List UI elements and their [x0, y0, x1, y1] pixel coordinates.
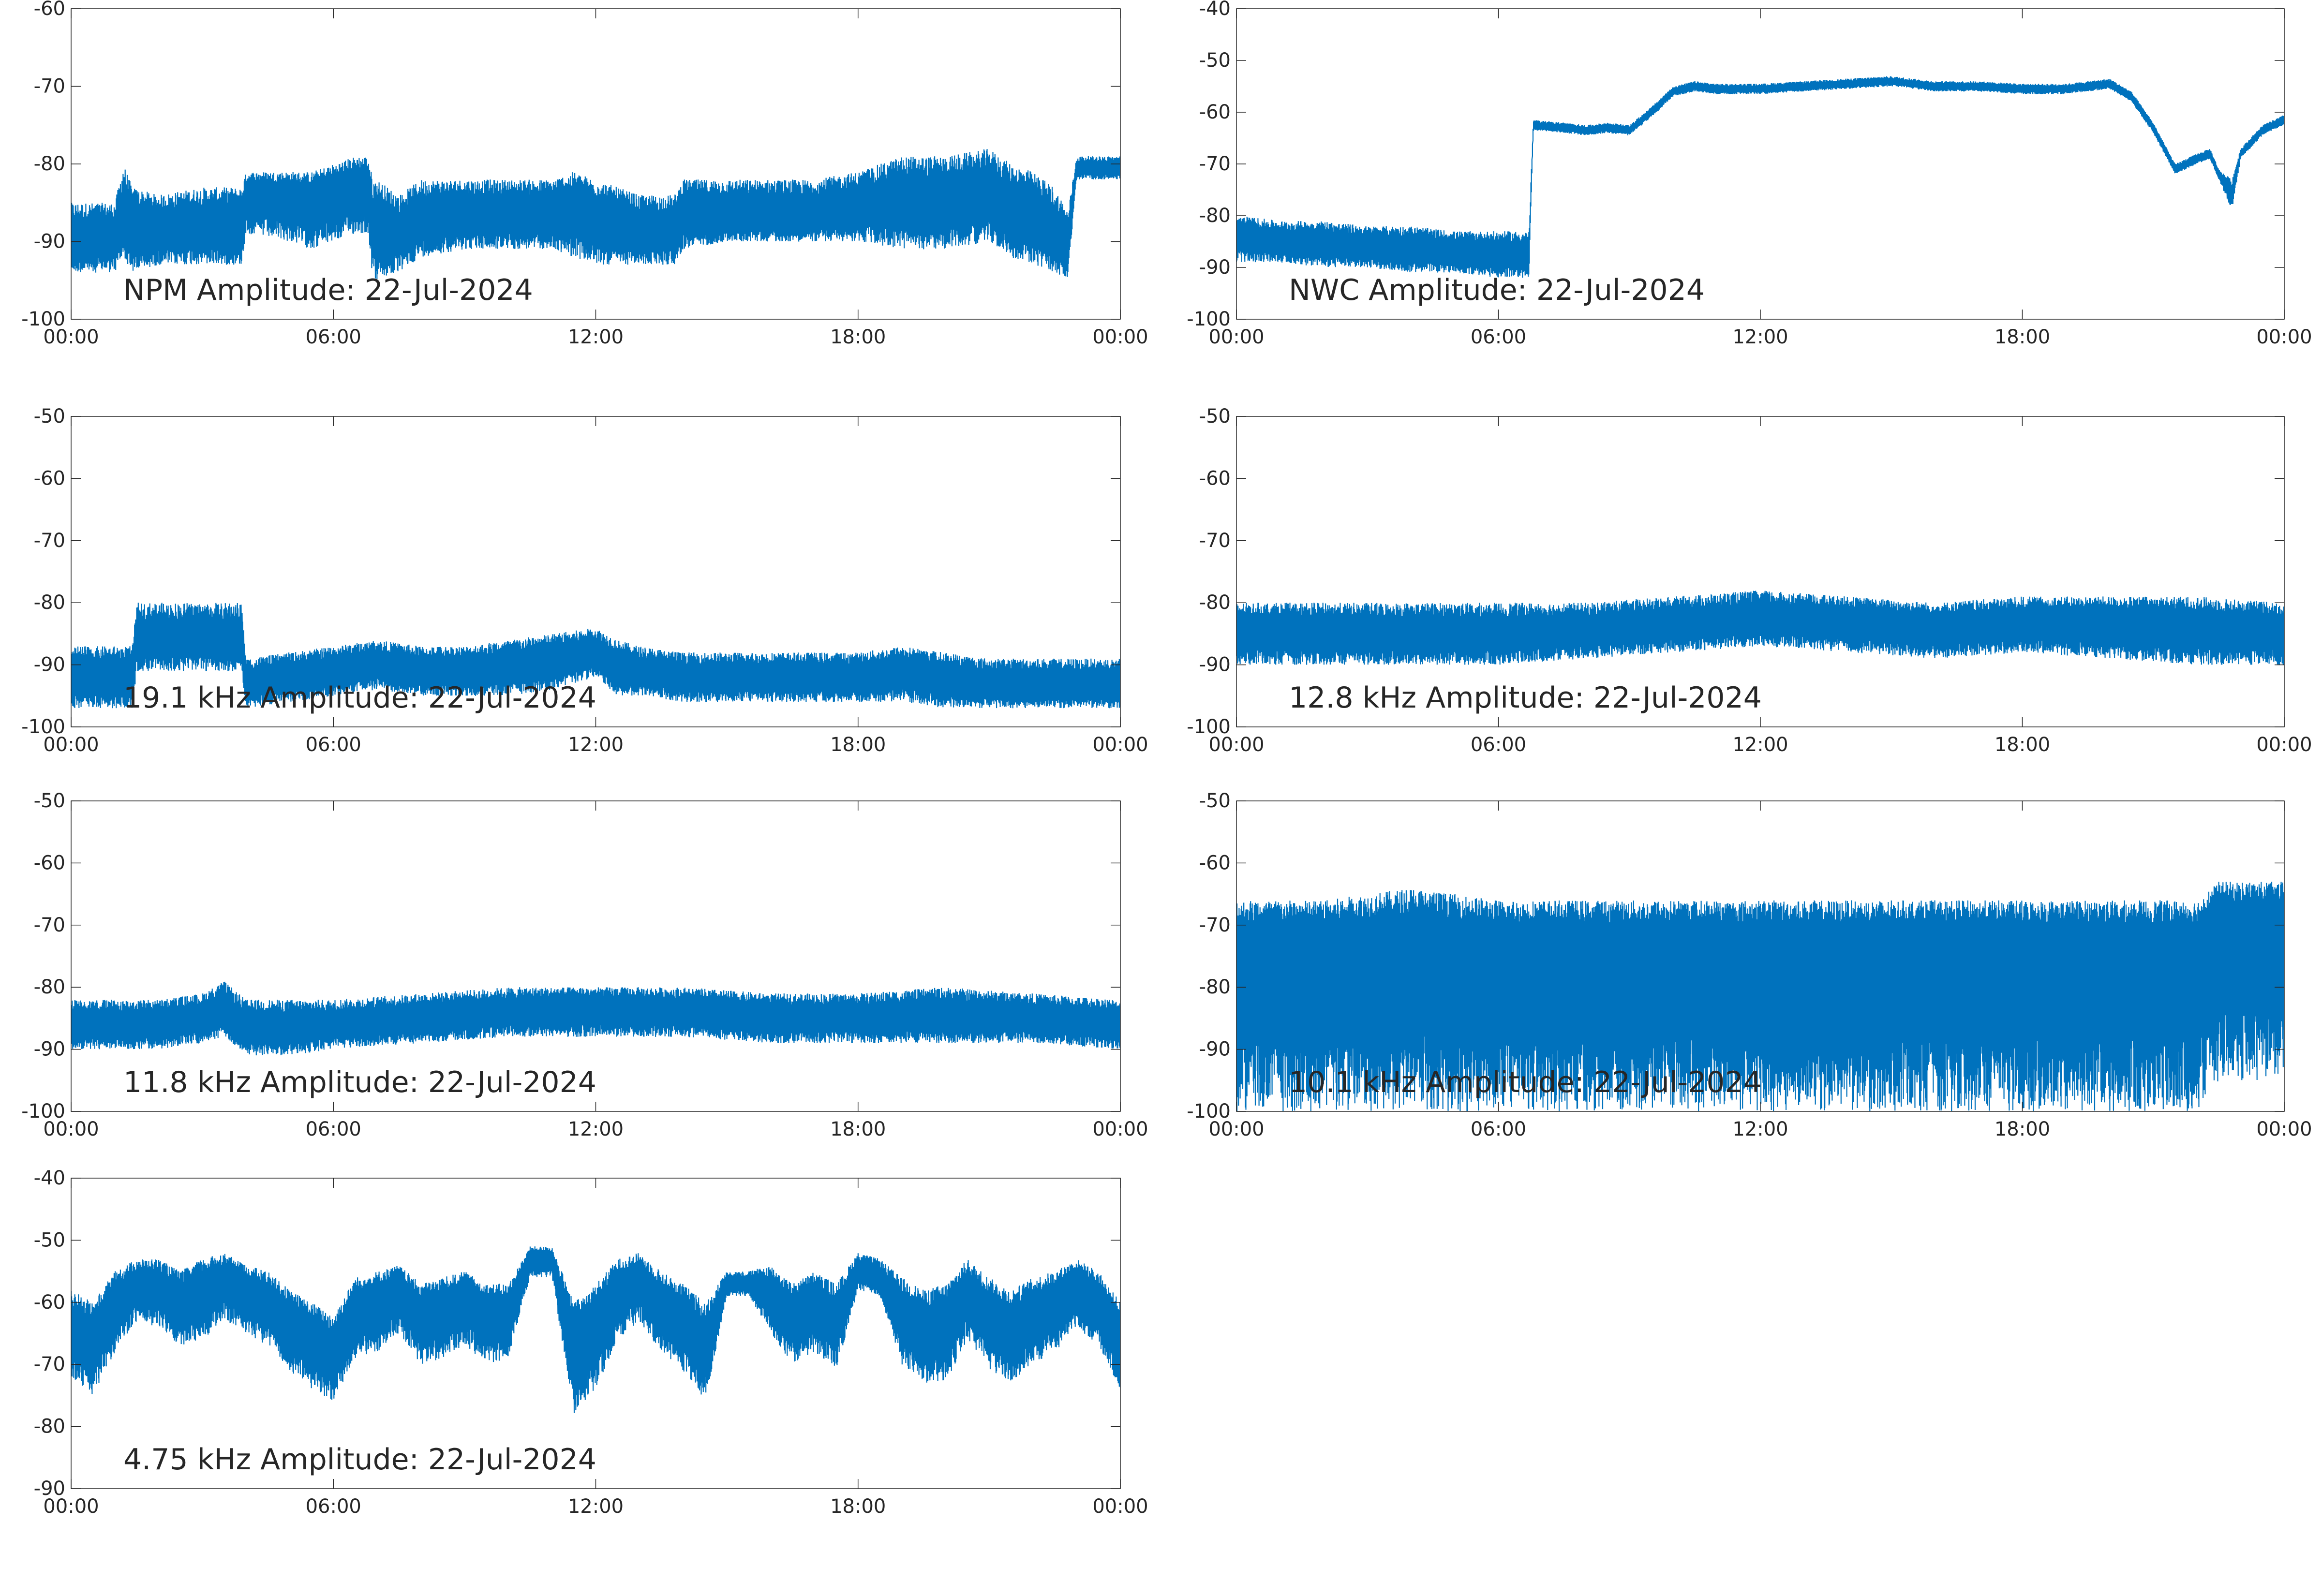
x-tick-label: 18:00 [1995, 734, 2050, 756]
y-tick-label: -80 [34, 976, 65, 998]
panel-annotation: 4.75 kHz Amplitude: 22-Jul-2024 [123, 1443, 596, 1477]
x-tick-label: 12:00 [1732, 326, 1788, 348]
x-tick-label: 12:00 [568, 1495, 624, 1518]
series-line [1236, 881, 2284, 1111]
series-line [1236, 76, 2284, 278]
x-tick-label: 06:00 [306, 1495, 361, 1518]
x-tick-label: 00:00 [43, 326, 99, 348]
x-tick-label: 06:00 [1471, 1118, 1526, 1140]
x-tick-label: 18:00 [830, 326, 886, 348]
series-line [1236, 591, 2284, 665]
x-tick-label: 00:00 [1208, 1118, 1264, 1140]
chart-panel-7: 00:00 06:00 12:00 18:00 00:00-90-80-70-60-50… [34, 1167, 1148, 1518]
y-tick-label: -40 [34, 1167, 65, 1189]
y-tick-label: -90 [1199, 654, 1231, 676]
y-tick-label: -60 [34, 467, 65, 489]
y-tick-label: -100 [21, 716, 65, 738]
y-tick-label: -60 [1199, 852, 1231, 874]
x-tick-label: 00:00 [43, 1495, 99, 1518]
y-tick-label: -50 [34, 1229, 65, 1251]
y-tick-label: -70 [34, 530, 65, 552]
y-tick-label: -50 [34, 405, 65, 428]
y-tick-label: -50 [1199, 405, 1231, 428]
chart-panel-4: 00:00 06:00 12:00 18:00 00:00-100-90-80-70-6… [1187, 405, 2312, 756]
y-tick-label: -80 [34, 591, 65, 614]
series-line [71, 149, 1120, 280]
y-tick-label: -100 [21, 308, 65, 330]
chart-panel-3: 00:00 06:00 12:00 18:00 00:00-100-90-80-70-6… [21, 405, 1148, 756]
y-tick-label: -70 [34, 914, 65, 936]
panel-annotation: 12.8 kHz Amplitude: 22-Jul-2024 [1289, 681, 1762, 715]
y-tick-label: -100 [1187, 308, 1231, 330]
x-tick-label: 18:00 [1995, 326, 2050, 348]
y-tick-label: -70 [34, 1353, 65, 1375]
y-tick-label: -90 [34, 1038, 65, 1061]
x-tick-label: 00:00 [1092, 1495, 1148, 1518]
y-tick-label: -50 [1199, 49, 1231, 72]
y-tick-label: -80 [1199, 976, 1231, 998]
x-tick-label: 12:00 [568, 326, 624, 348]
panel-annotation: NPM Amplitude: 22-Jul-2024 [123, 273, 533, 307]
x-tick-label: 06:00 [306, 734, 361, 756]
y-tick-label: -60 [1199, 467, 1231, 489]
y-tick-label: -60 [1199, 101, 1231, 123]
panel-annotation: NWC Amplitude: 22-Jul-2024 [1289, 273, 1705, 307]
chart-panel-1: 00:00 06:00 12:00 18:00 00:00-100-90-80-70-6… [21, 0, 1148, 348]
y-tick-label: -90 [1199, 256, 1231, 279]
x-tick-label: 00:00 [1092, 734, 1148, 756]
y-tick-label: -90 [1199, 1038, 1231, 1061]
y-tick-label: -60 [34, 852, 65, 874]
y-tick-label: -90 [34, 1478, 65, 1500]
x-tick-label: 12:00 [1732, 1118, 1788, 1140]
y-tick-label: -100 [21, 1100, 65, 1123]
x-tick-label: 12:00 [1732, 734, 1788, 756]
chart-panel-6: 00:00 06:00 12:00 18:00 00:00-100-90-80-70-6… [1187, 790, 2312, 1140]
x-tick-label: 06:00 [1471, 734, 1526, 756]
chart-panel-5: 00:00 06:00 12:00 18:00 00:00-100-90-80-70-6… [21, 790, 1148, 1140]
y-tick-label: -40 [1199, 0, 1231, 20]
x-tick-label: 06:00 [306, 1118, 361, 1140]
y-tick-label: -80 [34, 153, 65, 175]
y-tick-label: -100 [1187, 1100, 1231, 1123]
chart-panel-2: 00:00 06:00 12:00 18:00 00:00-100-90-80-70-6… [1187, 0, 2312, 348]
y-tick-label: -70 [1199, 153, 1231, 175]
y-tick-label: -80 [1199, 205, 1231, 227]
y-tick-label: -70 [1199, 530, 1231, 552]
x-tick-label: 00:00 [1092, 1118, 1148, 1140]
y-tick-label: -70 [1199, 914, 1231, 936]
x-tick-label: 00:00 [1208, 326, 1264, 348]
y-tick-label: -80 [1199, 591, 1231, 614]
x-tick-label: 18:00 [1995, 1118, 2050, 1140]
x-tick-label: 18:00 [830, 1118, 886, 1140]
x-tick-label: 00:00 [2256, 326, 2312, 348]
x-tick-label: 18:00 [830, 734, 886, 756]
x-tick-label: 06:00 [1471, 326, 1526, 348]
x-tick-label: 00:00 [2256, 734, 2312, 756]
x-tick-label: 12:00 [568, 1118, 624, 1140]
y-tick-label: -60 [34, 1291, 65, 1314]
y-tick-label: -50 [1199, 790, 1231, 812]
x-tick-label: 00:00 [43, 1118, 99, 1140]
series-line [71, 603, 1120, 709]
y-tick-label: -100 [1187, 716, 1231, 738]
y-tick-label: -60 [34, 0, 65, 20]
x-tick-label: 00:00 [43, 734, 99, 756]
panel-annotation: 11.8 kHz Amplitude: 22-Jul-2024 [123, 1065, 596, 1099]
y-tick-label: -80 [34, 1416, 65, 1438]
x-tick-label: 12:00 [568, 734, 624, 756]
series-line [71, 981, 1120, 1056]
y-tick-label: -90 [34, 654, 65, 676]
x-tick-label: 00:00 [1208, 734, 1264, 756]
y-tick-label: -90 [34, 231, 65, 253]
y-tick-label: -50 [34, 790, 65, 812]
x-tick-label: 00:00 [2256, 1118, 2312, 1140]
y-tick-label: -70 [34, 75, 65, 98]
panel-annotation: 10.1 kHz Amplitude: 22-Jul-2024 [1289, 1065, 1762, 1099]
x-tick-label: 06:00 [306, 326, 361, 348]
x-tick-label: 00:00 [1092, 326, 1148, 348]
series-line [71, 1246, 1120, 1413]
x-tick-label: 18:00 [830, 1495, 886, 1518]
panel-annotation: 19.1 kHz Amplitude: 22-Jul-2024 [123, 681, 596, 715]
